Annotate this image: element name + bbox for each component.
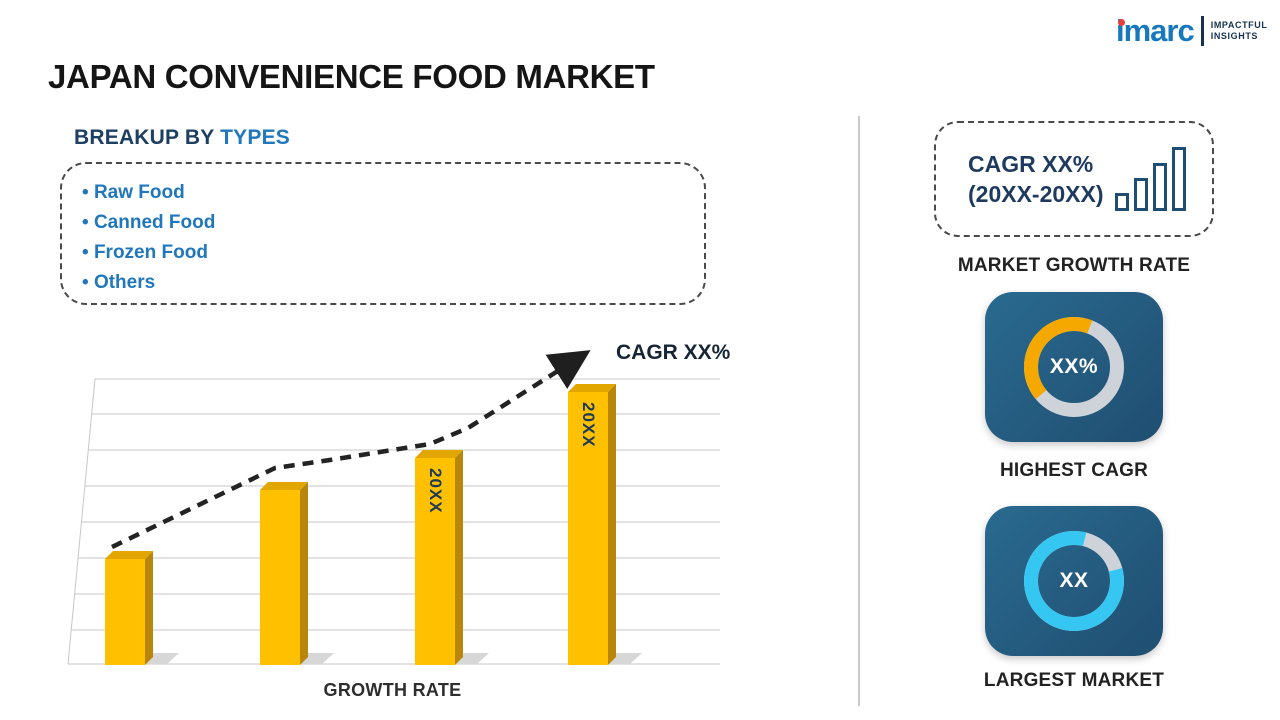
chart-bar-4: 20XX	[568, 392, 608, 665]
market-growth-rate-label: MARKET GROWTH RATE	[957, 255, 1191, 276]
list-item: Frozen Food	[82, 238, 704, 268]
largest-market-donut-chart	[1024, 531, 1124, 631]
types-list: Raw Food Canned Food Frozen Food Others	[82, 178, 704, 298]
list-item: Others	[82, 268, 704, 298]
chart-bar-3: 20XX	[415, 458, 455, 665]
list-item: Canned Food	[82, 208, 704, 238]
cagr-value-line: CAGR XX%	[968, 151, 1094, 177]
bar-label: 20XX	[579, 402, 598, 448]
chart-bar-2	[260, 489, 300, 665]
logo-tagline-line1: IMPACTFUL	[1210, 20, 1268, 30]
highest-cagr-label: HIGHEST CAGR	[999, 460, 1149, 481]
breakup-heading-prefix: BREAKUP BY	[74, 126, 221, 149]
bar-chart-icon	[1115, 147, 1186, 211]
cagr-annotation: CAGR XX%	[616, 341, 731, 364]
types-list-box: Raw Food Canned Food Frozen Food Others	[60, 162, 706, 305]
imarc-logo: imarc IMPACTFUL INSIGHTS	[1116, 13, 1268, 48]
chart-bar-1	[105, 558, 145, 665]
cagr-card-text: CAGR XX% (20XX-20XX)	[968, 149, 1104, 209]
largest-market-tile: XX	[985, 506, 1163, 656]
market-growth-rate-card: CAGR XX% (20XX-20XX)	[934, 121, 1214, 237]
cagr-period-line: (20XX-20XX)	[968, 181, 1104, 207]
x-axis-label: GROWTH RATE	[323, 680, 462, 700]
breakup-heading-accent: TYPES	[220, 126, 290, 149]
largest-market-value: XX	[1059, 569, 1089, 592]
logo-red-dot-icon	[1118, 19, 1125, 26]
logo-divider	[1200, 16, 1204, 46]
highest-cagr-value: XX%	[1049, 355, 1099, 378]
chart-gridlines	[67, 378, 720, 665]
logo-brand-text: imarc	[1116, 13, 1195, 48]
page-title: JAPAN CONVENIENCE FOOD MARKET	[48, 58, 655, 95]
highest-cagr-donut-chart	[1024, 317, 1124, 417]
list-item: Raw Food	[82, 178, 704, 208]
breakup-heading: BREAKUP BY TYPES	[74, 126, 290, 150]
bar-label: 20XX	[426, 468, 445, 514]
largest-market-label: LARGEST MARKET	[983, 670, 1165, 691]
logo-tagline: IMPACTFUL INSIGHTS	[1211, 20, 1268, 42]
growth-rate-bar-chart: 20XX 20XX	[65, 378, 720, 665]
highest-cagr-tile: XX%	[985, 292, 1163, 442]
vertical-divider	[858, 116, 860, 706]
logo-tagline-line2: INSIGHTS	[1210, 31, 1259, 41]
